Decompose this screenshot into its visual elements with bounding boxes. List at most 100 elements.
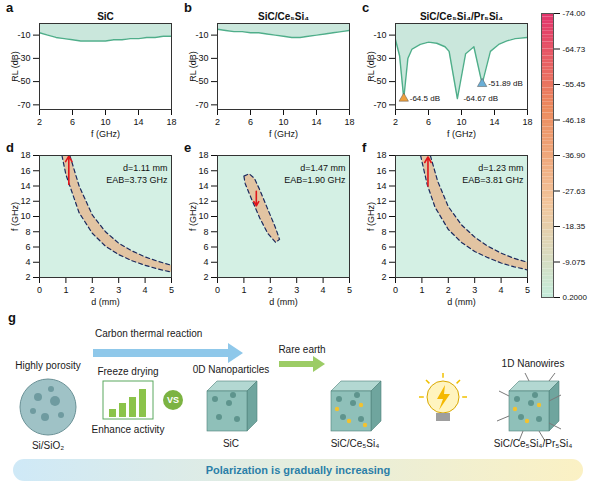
svg-text:8: 8 xyxy=(203,227,208,237)
svg-text:2: 2 xyxy=(381,272,386,282)
svg-text:SiC/Ce₅Si₄: SiC/Ce₅Si₄ xyxy=(258,11,309,22)
svg-text:12: 12 xyxy=(20,196,30,206)
svg-text:SiC/Ce₅Si₄: SiC/Ce₅Si₄ xyxy=(331,438,380,449)
svg-text:1D Nanowires: 1D Nanowires xyxy=(502,358,565,369)
svg-text:-64.67 dB: -64.67 dB xyxy=(463,94,498,103)
svg-text:2: 2 xyxy=(203,272,208,282)
svg-text:10: 10 xyxy=(20,211,30,221)
svg-text:8: 8 xyxy=(381,227,386,237)
svg-text:Rare earth: Rare earth xyxy=(278,344,325,355)
svg-text:-64.5 dB: -64.5 dB xyxy=(410,94,440,103)
svg-text:Enhance activity: Enhance activity xyxy=(92,424,165,435)
svg-text:-18.35: -18.35 xyxy=(563,222,586,231)
svg-text:4: 4 xyxy=(321,285,326,295)
svg-text:0.2000: 0.2000 xyxy=(563,293,588,302)
svg-text:-70: -70 xyxy=(373,100,386,110)
svg-text:f (GHz): f (GHz) xyxy=(91,129,120,139)
svg-text:0: 0 xyxy=(215,285,220,295)
svg-text:14: 14 xyxy=(489,117,499,127)
svg-text:g: g xyxy=(8,310,16,325)
svg-text:4: 4 xyxy=(25,257,30,267)
svg-text:6: 6 xyxy=(426,117,431,127)
svg-text:10: 10 xyxy=(456,117,466,127)
svg-text:-36.90: -36.90 xyxy=(563,151,586,160)
svg-text:f (GHz): f (GHz) xyxy=(447,129,476,139)
svg-text:-10: -10 xyxy=(373,30,386,40)
svg-text:6: 6 xyxy=(25,242,30,252)
svg-text:f (GHz): f (GHz) xyxy=(188,202,198,231)
svg-text:RL (dB): RL (dB) xyxy=(10,51,20,82)
svg-text:0: 0 xyxy=(37,285,42,295)
svg-text:18: 18 xyxy=(198,150,208,160)
svg-text:Highly porosity: Highly porosity xyxy=(15,360,81,371)
svg-text:4: 4 xyxy=(143,285,148,295)
svg-text:-9.075: -9.075 xyxy=(563,258,586,267)
svg-text:8: 8 xyxy=(25,227,30,237)
svg-text:RL (dB): RL (dB) xyxy=(366,51,376,82)
svg-text:f (GHz): f (GHz) xyxy=(366,202,376,231)
svg-text:3: 3 xyxy=(472,285,477,295)
svg-text:-70: -70 xyxy=(17,100,30,110)
svg-text:1: 1 xyxy=(419,285,424,295)
svg-text:d (mm): d (mm) xyxy=(269,297,298,307)
svg-text:SiC/Ce₅Si₄/Pr₅Si₄: SiC/Ce₅Si₄/Pr₅Si₄ xyxy=(494,438,572,449)
svg-text:-51.89 dB: -51.89 dB xyxy=(488,79,523,88)
svg-text:5: 5 xyxy=(525,285,530,295)
svg-text:-10: -10 xyxy=(195,30,208,40)
svg-text:16: 16 xyxy=(20,166,30,176)
svg-text:14: 14 xyxy=(198,181,208,191)
svg-text:14: 14 xyxy=(20,181,30,191)
svg-text:-10: -10 xyxy=(17,30,30,40)
svg-text:16: 16 xyxy=(376,166,386,176)
svg-text:14: 14 xyxy=(133,117,143,127)
svg-text:18: 18 xyxy=(522,117,532,127)
svg-text:-55.45: -55.45 xyxy=(563,80,586,89)
svg-text:0D Nanoparticles: 0D Nanoparticles xyxy=(193,364,270,375)
svg-text:SiC: SiC xyxy=(223,438,239,449)
svg-text:2: 2 xyxy=(268,285,273,295)
svg-text:14: 14 xyxy=(311,117,321,127)
svg-text:2: 2 xyxy=(25,272,30,282)
svg-text:5: 5 xyxy=(169,285,174,295)
svg-text:16: 16 xyxy=(198,166,208,176)
svg-text:6: 6 xyxy=(203,242,208,252)
svg-text:3: 3 xyxy=(116,285,121,295)
svg-text:d (mm): d (mm) xyxy=(91,297,120,307)
svg-text:10: 10 xyxy=(198,211,208,221)
svg-text:2: 2 xyxy=(90,285,95,295)
svg-text:d=1.11 mm: d=1.11 mm xyxy=(123,163,168,173)
svg-text:EAB=3.73 GHz: EAB=3.73 GHz xyxy=(106,175,168,185)
svg-text:SiC: SiC xyxy=(97,11,114,22)
svg-text:6: 6 xyxy=(70,117,75,127)
svg-text:1: 1 xyxy=(63,285,68,295)
svg-text:12: 12 xyxy=(376,196,386,206)
svg-text:5: 5 xyxy=(347,285,352,295)
svg-text:-27.63: -27.63 xyxy=(563,187,586,196)
svg-text:Carbon thermal reaction: Carbon thermal reaction xyxy=(95,328,202,339)
svg-text:4: 4 xyxy=(203,257,208,267)
svg-text:4: 4 xyxy=(381,257,386,267)
svg-text:Si/SiO₂: Si/SiO₂ xyxy=(32,440,64,451)
svg-text:f (GHz): f (GHz) xyxy=(10,202,20,231)
svg-text:6: 6 xyxy=(381,242,386,252)
svg-text:2: 2 xyxy=(393,117,398,127)
svg-text:-70: -70 xyxy=(195,100,208,110)
svg-text:EAB=1.90 GHz: EAB=1.90 GHz xyxy=(284,175,346,185)
svg-text:f (GHz): f (GHz) xyxy=(269,129,298,139)
svg-text:1: 1 xyxy=(241,285,246,295)
svg-text:18: 18 xyxy=(376,150,386,160)
svg-text:-46.18: -46.18 xyxy=(563,116,586,125)
svg-text:d=1.23 mm: d=1.23 mm xyxy=(478,163,523,173)
svg-text:10: 10 xyxy=(278,117,288,127)
svg-text:Freeze drying: Freeze drying xyxy=(97,366,158,377)
svg-text:RL (dB): RL (dB) xyxy=(188,51,198,82)
svg-text:d=1.47 mm: d=1.47 mm xyxy=(300,163,345,173)
svg-text:10: 10 xyxy=(376,211,386,221)
svg-text:4: 4 xyxy=(499,285,504,295)
svg-text:VS: VS xyxy=(167,395,179,405)
svg-text:Polarization is gradually incr: Polarization is gradually increasing xyxy=(206,464,391,476)
svg-text:-74.00: -74.00 xyxy=(563,9,586,18)
svg-text:EAB=3.81 GHz: EAB=3.81 GHz xyxy=(462,175,524,185)
svg-text:SiC/Ce₅Si₄/Pr₅Si₄: SiC/Ce₅Si₄/Pr₅Si₄ xyxy=(420,11,503,22)
svg-text:10: 10 xyxy=(100,117,110,127)
